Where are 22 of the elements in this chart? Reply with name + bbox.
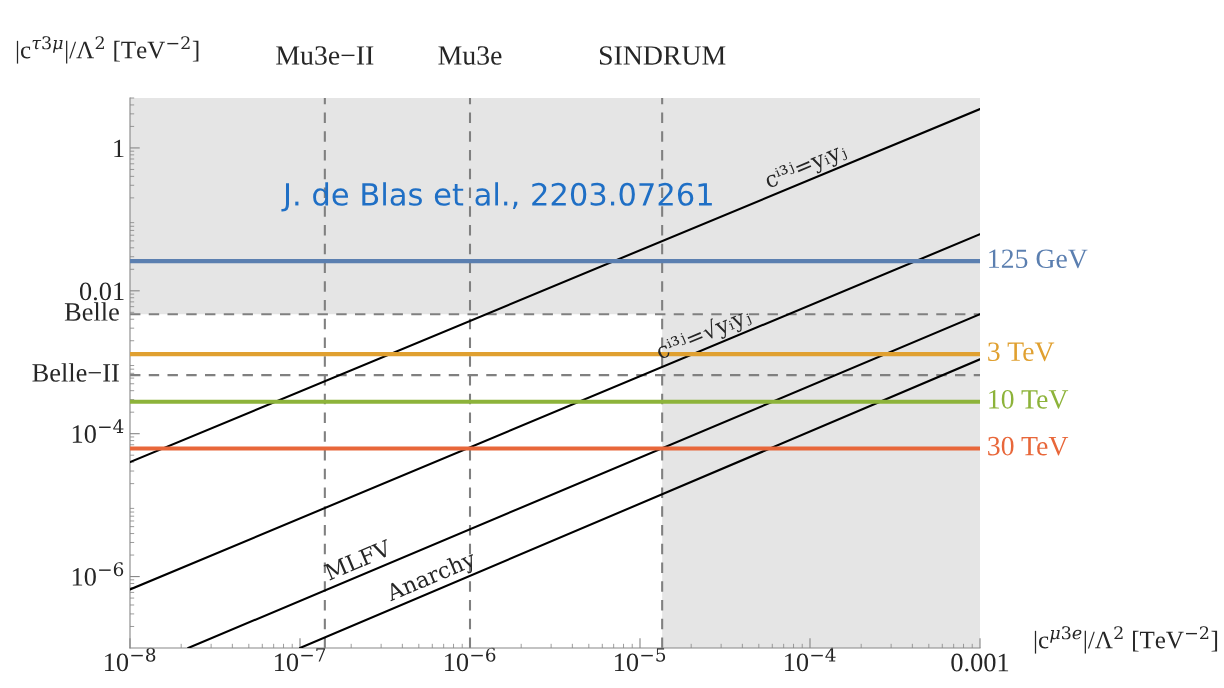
series-label: 30 TeV bbox=[988, 436, 1069, 456]
x-tick-label: 10$^{−7}$ bbox=[275, 647, 326, 672]
y-tick-label: 1 bbox=[114, 139, 124, 158]
ref-line-label: Belle−II bbox=[32, 363, 119, 382]
series-label: 3 TeV bbox=[988, 342, 1055, 362]
y-tick-label: 0.01 bbox=[79, 282, 124, 301]
x-tick-label: 0.001 bbox=[951, 653, 1009, 672]
ref-line-label: SINDRUM bbox=[599, 46, 726, 65]
y-tick-label: 10$^{−4}$ bbox=[72, 419, 124, 443]
x-tick-label: 10$^{−4}$ bbox=[785, 647, 836, 672]
x-tick-label: 10$^{−8}$ bbox=[105, 647, 156, 672]
x-axis-title: |c$^{μ3e}$|/Λ$^{2}$ [TeV$^{−2}$] bbox=[1034, 626, 1218, 654]
y-axis-title: |c$^{τ3μ}$|/Λ$^{2}$ [TeV$^{−2}$] bbox=[16, 36, 199, 64]
x-tick-label: 10$^{−6}$ bbox=[445, 647, 496, 672]
series-label: 10 TeV bbox=[989, 389, 1069, 409]
annotation: J. de Blas et al., 2203.07261 bbox=[281, 182, 712, 212]
y-tick-label: 10$^{−6}$ bbox=[72, 562, 124, 586]
ref-line-label: Mu3e bbox=[438, 46, 502, 65]
x-tick-label: 10$^{−5}$ bbox=[615, 647, 666, 672]
ref-line-label: Belle bbox=[64, 302, 119, 321]
ref-line-label: Mu3e−II bbox=[276, 46, 374, 65]
series-label: 125 GeV bbox=[989, 249, 1088, 269]
